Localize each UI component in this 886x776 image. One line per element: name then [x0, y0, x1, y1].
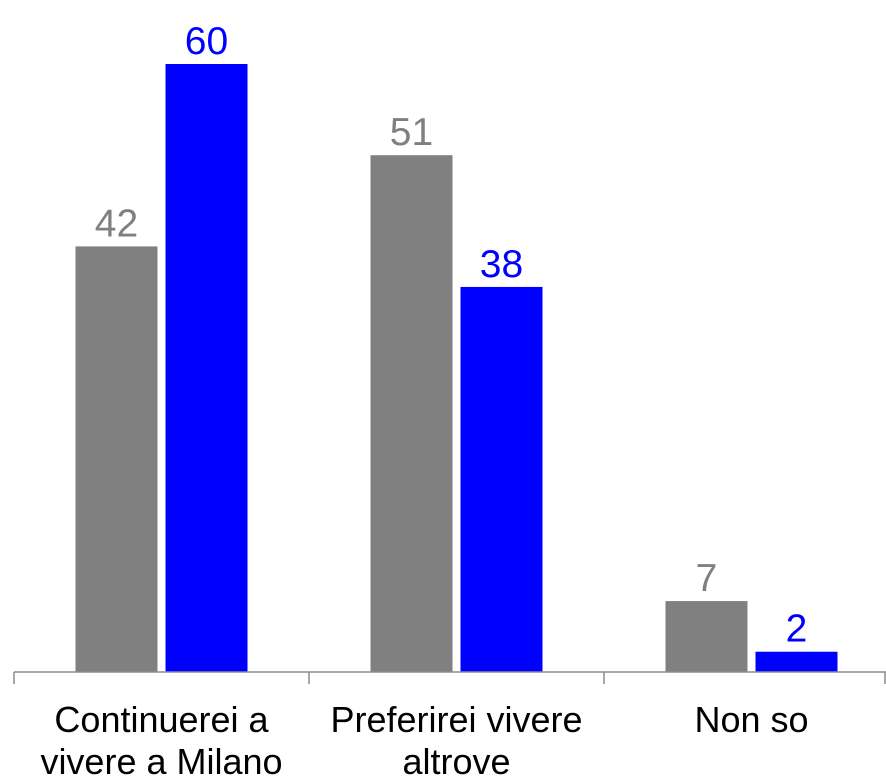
- bar-series1-cat1: [75, 246, 158, 672]
- x-axis: [13, 671, 886, 684]
- bar-series2-cat2: [460, 286, 543, 672]
- category-label-2: Preferirei vivere altrove: [330, 699, 582, 776]
- data-label-series1-cat1: 42: [95, 202, 138, 245]
- category-label-1-line-1: Continuerei a: [54, 699, 269, 740]
- category-label-2-line-2: altrove: [402, 741, 510, 776]
- data-label-series1-cat3: 7: [696, 557, 718, 600]
- bar-series2-cat1: [165, 64, 248, 672]
- bars-layer: [75, 64, 838, 672]
- data-label-series1-cat2: 51: [390, 111, 433, 154]
- category-label-1-line-2: vivere a Milano: [40, 741, 282, 776]
- category-label-2-line-1: Preferirei vivere: [330, 699, 582, 740]
- data-label-series2-cat1: 60: [185, 20, 228, 63]
- data-label-series2-cat3: 2: [786, 608, 808, 651]
- category-label-3: Non so: [694, 699, 808, 740]
- bar-series1-cat3: [665, 601, 748, 672]
- category-labels-layer: Continuerei a vivere a Milano Preferirei v…: [40, 699, 808, 776]
- bar-series2-cat3: [755, 651, 838, 672]
- bar-series1-cat2: [370, 155, 453, 672]
- value-labels-layer: 42 60 51 38 7 2: [95, 20, 808, 651]
- category-label-1: Continuerei a vivere a Milano: [40, 699, 282, 776]
- category-label-3-line-1: Non so: [694, 699, 808, 740]
- data-label-series2-cat2: 38: [480, 243, 523, 286]
